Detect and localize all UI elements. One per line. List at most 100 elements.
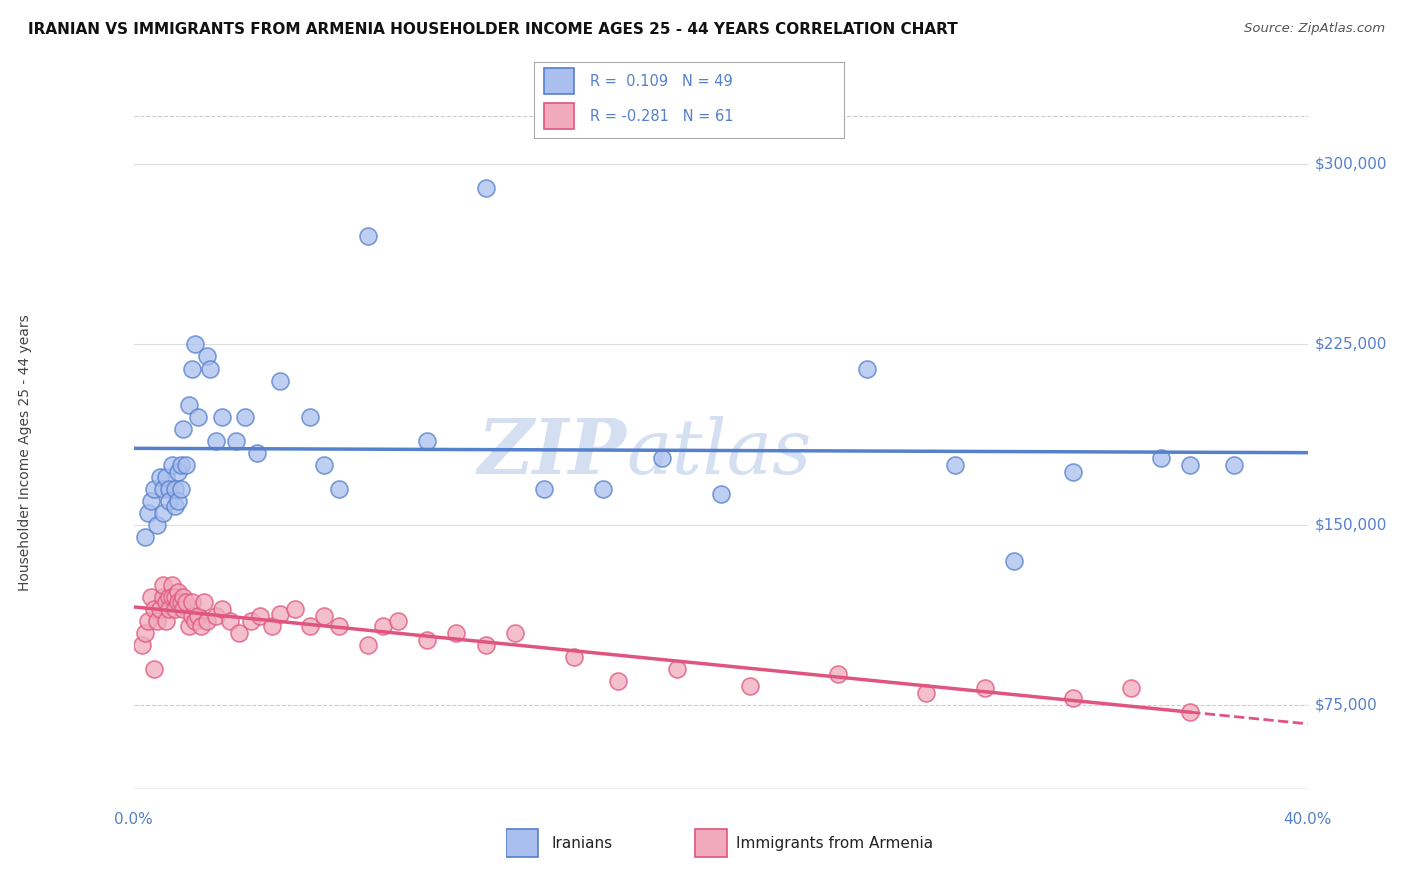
Point: [416, 434, 439, 448]
Point: [152, 482, 174, 496]
Point: [155, 595, 177, 609]
Text: $300,000: $300,000: [1315, 157, 1388, 171]
Point: [187, 609, 209, 624]
Text: 0.0%: 0.0%: [114, 812, 153, 827]
Point: [163, 602, 186, 616]
Point: [239, 614, 263, 628]
Point: [314, 458, 336, 472]
Point: [166, 595, 188, 609]
Text: Source: ZipAtlas.com: Source: ZipAtlas.com: [1244, 22, 1385, 36]
Point: [172, 602, 194, 616]
Point: [149, 602, 172, 616]
Point: [233, 409, 256, 424]
Point: [446, 626, 468, 640]
Point: [915, 686, 938, 700]
Text: IRANIAN VS IMMIGRANTS FROM ARMENIA HOUSEHOLDER INCOME AGES 25 - 44 YEARS CORRELA: IRANIAN VS IMMIGRANTS FROM ARMENIA HOUSE…: [28, 22, 957, 37]
Text: $225,000: $225,000: [1315, 337, 1386, 352]
Point: [181, 361, 204, 376]
Point: [155, 614, 177, 628]
Bar: [506, 830, 537, 857]
Point: [357, 229, 380, 244]
Point: [187, 409, 209, 424]
Point: [179, 619, 201, 633]
Point: [1121, 681, 1143, 696]
Text: ZIP: ZIP: [478, 416, 627, 490]
Point: [181, 609, 204, 624]
Point: [143, 602, 166, 616]
Point: [314, 609, 336, 624]
Point: [1223, 458, 1246, 472]
Point: [371, 619, 394, 633]
Point: [204, 434, 226, 448]
Point: [328, 482, 350, 496]
Text: atlas: atlas: [627, 416, 813, 490]
Text: Iranians: Iranians: [551, 836, 612, 851]
Point: [176, 458, 198, 472]
Point: [204, 609, 226, 624]
Point: [160, 458, 183, 472]
Point: [152, 590, 174, 604]
Point: [172, 590, 194, 604]
Point: [166, 493, 188, 508]
Point: [149, 469, 172, 483]
Point: [198, 361, 221, 376]
Point: [157, 482, 180, 496]
Point: [357, 638, 380, 652]
Point: [856, 361, 879, 376]
Point: [184, 337, 207, 351]
Point: [592, 482, 614, 496]
Text: R =  0.109   N = 49: R = 0.109 N = 49: [591, 74, 733, 89]
Point: [184, 614, 207, 628]
Point: [973, 681, 995, 696]
Point: [190, 619, 212, 633]
Point: [284, 602, 307, 616]
Text: 40.0%: 40.0%: [1284, 812, 1331, 827]
Point: [651, 450, 673, 465]
Bar: [695, 830, 727, 857]
Point: [166, 465, 188, 479]
Point: [193, 595, 215, 609]
Point: [228, 626, 250, 640]
Point: [146, 517, 169, 532]
Point: [1062, 691, 1084, 706]
Point: [1002, 554, 1025, 568]
Point: [827, 667, 849, 681]
Point: [606, 674, 628, 689]
Point: [169, 595, 191, 609]
Point: [172, 422, 194, 436]
Point: [474, 638, 498, 652]
Point: [387, 614, 409, 628]
Point: [134, 626, 156, 640]
Point: [163, 499, 186, 513]
Point: [152, 506, 174, 520]
Point: [298, 409, 321, 424]
Point: [260, 619, 283, 633]
Point: [738, 679, 761, 693]
Point: [211, 602, 233, 616]
Point: [143, 482, 166, 496]
Point: [1178, 706, 1201, 720]
Point: [176, 595, 198, 609]
Point: [195, 350, 218, 364]
Point: [152, 578, 174, 592]
Point: [533, 482, 555, 496]
Point: [269, 374, 291, 388]
Point: [169, 482, 191, 496]
Point: [1178, 458, 1201, 472]
Point: [474, 181, 498, 195]
Point: [163, 590, 186, 604]
Point: [1150, 450, 1173, 465]
Text: Immigrants from Armenia: Immigrants from Armenia: [735, 836, 932, 851]
Point: [160, 590, 183, 604]
Point: [141, 493, 163, 508]
Text: Householder Income Ages 25 - 44 years: Householder Income Ages 25 - 44 years: [18, 314, 32, 591]
Point: [179, 398, 201, 412]
Point: [211, 409, 233, 424]
Text: $75,000: $75,000: [1315, 698, 1378, 713]
Point: [945, 458, 967, 472]
Point: [157, 590, 180, 604]
Point: [136, 614, 159, 628]
Point: [131, 638, 153, 652]
Point: [269, 607, 291, 621]
Point: [665, 662, 688, 676]
